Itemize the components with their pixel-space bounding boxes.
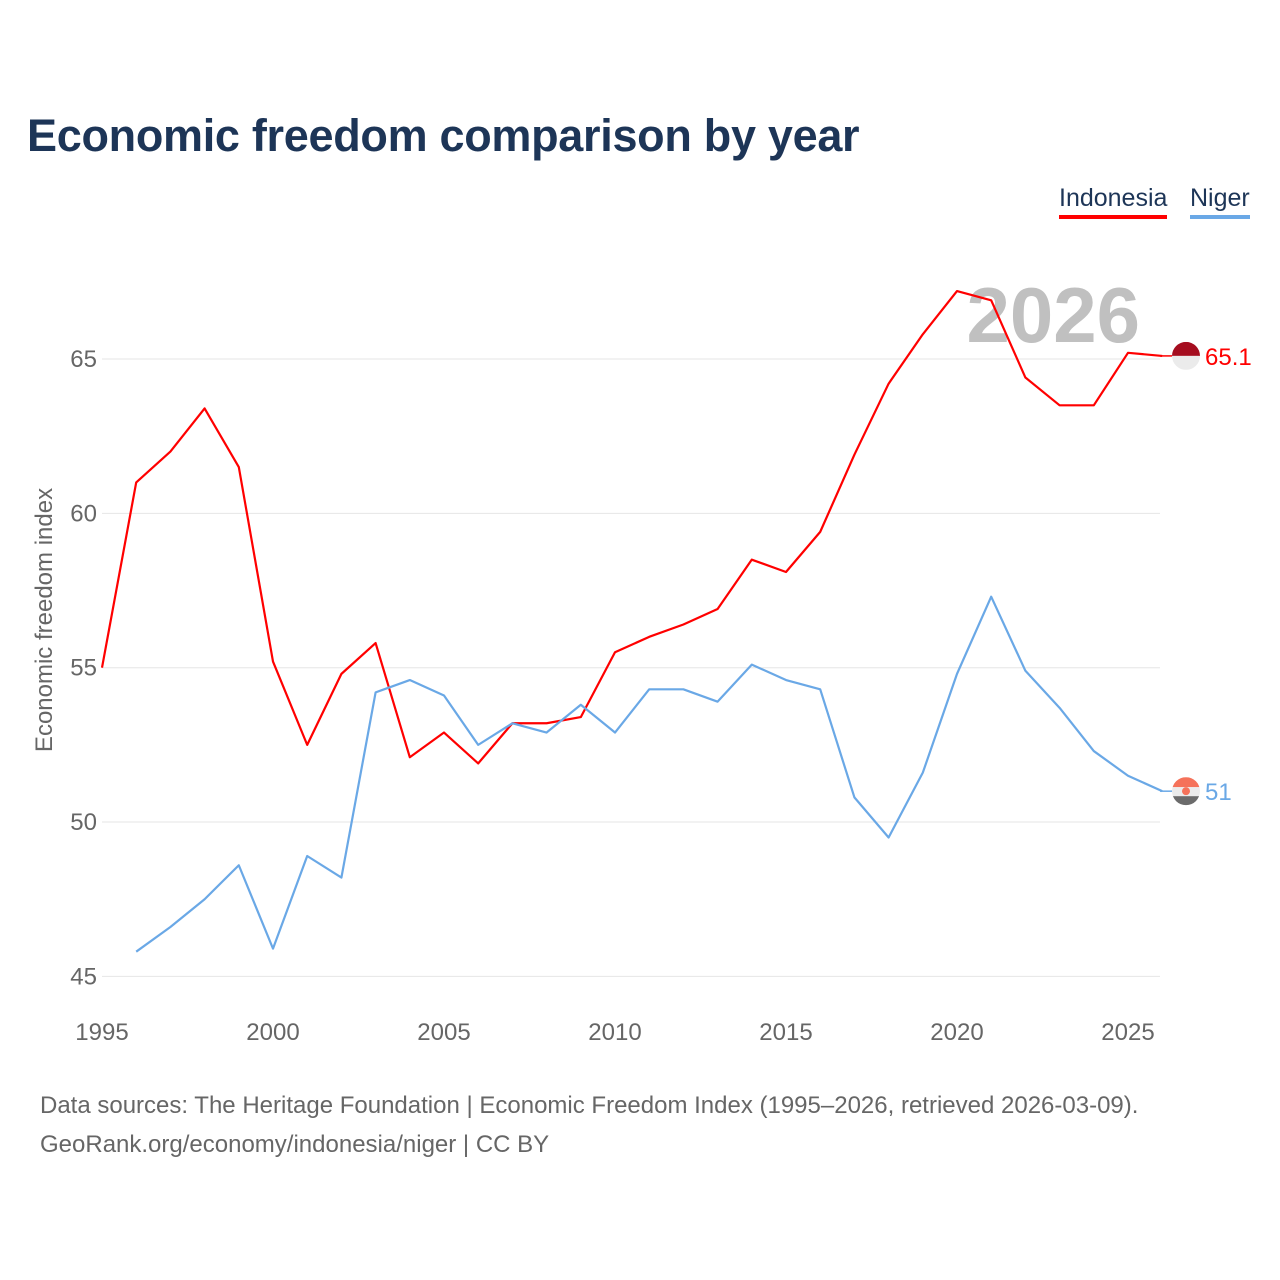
data-point[interactable] (133, 479, 139, 485)
y-tick-label: 65 (70, 346, 97, 373)
data-point[interactable] (407, 754, 413, 760)
data-point[interactable] (1125, 773, 1131, 779)
y-tick-label: 50 (70, 809, 97, 836)
data-point[interactable] (749, 557, 755, 563)
data-point[interactable] (407, 677, 413, 683)
data-point[interactable] (304, 853, 310, 859)
data-point[interactable] (338, 875, 344, 881)
x-tick-label: 2020 (930, 1019, 983, 1046)
data-point[interactable] (167, 924, 173, 930)
y-tick-label: 45 (70, 963, 97, 990)
flag-indonesia-icon (1172, 341, 1200, 370)
flag-niger-icon (1172, 777, 1200, 806)
data-point[interactable] (544, 730, 550, 736)
x-tick-label: 2000 (246, 1019, 299, 1046)
data-point[interactable] (236, 862, 242, 868)
x-tick-label: 2025 (1101, 1019, 1154, 1046)
data-point[interactable] (715, 699, 721, 705)
data-point[interactable] (612, 730, 618, 736)
data-point[interactable] (338, 671, 344, 677)
data-point[interactable] (817, 686, 823, 692)
data-point[interactable] (578, 714, 584, 720)
data-point[interactable] (475, 742, 481, 748)
data-point[interactable] (99, 665, 105, 671)
data-point[interactable] (851, 452, 857, 458)
data-point[interactable] (680, 686, 686, 692)
footer: Data sources: The Heritage Foundation | … (40, 1086, 1138, 1164)
data-point[interactable] (1057, 402, 1063, 408)
data-point[interactable] (1022, 668, 1028, 674)
data-point[interactable] (646, 634, 652, 640)
series-line-niger[interactable] (135, 595, 1163, 953)
data-point[interactable] (167, 449, 173, 455)
data-point[interactable] (851, 794, 857, 800)
data-point[interactable] (509, 720, 515, 726)
data-point[interactable] (954, 288, 960, 294)
data-point[interactable] (783, 569, 789, 575)
data-point[interactable] (680, 621, 686, 627)
data-point[interactable] (578, 702, 584, 708)
data-point[interactable] (715, 606, 721, 612)
data-point[interactable] (988, 594, 994, 600)
x-tick-label: 2010 (588, 1019, 641, 1046)
data-point[interactable] (544, 720, 550, 726)
data-point[interactable] (783, 677, 789, 683)
legend-niger[interactable]: Niger (1190, 184, 1250, 219)
year-watermark: 2026 (966, 271, 1140, 359)
data-point[interactable] (270, 946, 276, 952)
data-point[interactable] (954, 671, 960, 677)
data-point[interactable] (612, 649, 618, 655)
y-tick-label: 60 (70, 500, 97, 527)
data-point[interactable] (1091, 402, 1097, 408)
data-point[interactable] (1022, 375, 1028, 381)
y-axis-label: Economic freedom index (31, 488, 58, 752)
data-point[interactable] (988, 297, 994, 303)
series-line-indonesia[interactable] (100, 289, 1163, 765)
data-point[interactable] (1125, 350, 1131, 356)
footer-link[interactable]: GeoRank.org/economy/indonesia/niger | CC… (40, 1131, 550, 1158)
data-point[interactable] (270, 659, 276, 665)
end-value-label: 65.1 (1205, 344, 1252, 371)
data-point[interactable] (920, 331, 926, 337)
data-point[interactable] (441, 692, 447, 698)
x-tick-label: 2005 (417, 1019, 470, 1046)
data-point[interactable] (886, 381, 892, 387)
chart-title: Economic freedom comparison by year (27, 110, 860, 161)
y-tick-label: 55 (70, 655, 97, 682)
data-point[interactable] (1091, 748, 1097, 754)
data-point[interactable] (441, 730, 447, 736)
end-value-label: 51 (1205, 779, 1232, 806)
data-point[interactable] (920, 770, 926, 776)
data-point[interactable] (1057, 705, 1063, 711)
data-point[interactable] (202, 405, 208, 411)
data-point[interactable] (749, 662, 755, 668)
data-point[interactable] (304, 742, 310, 748)
data-point[interactable] (886, 834, 892, 840)
data-point[interactable] (236, 464, 242, 470)
legend-indonesia[interactable]: Indonesia (1059, 184, 1168, 219)
data-point[interactable] (202, 896, 208, 902)
data-point[interactable] (475, 760, 481, 766)
data-point[interactable] (373, 689, 379, 695)
data-point[interactable] (817, 529, 823, 535)
x-tick-label: 1995 (75, 1019, 128, 1046)
data-point[interactable] (373, 640, 379, 646)
footer-sources: Data sources: The Heritage Foundation | … (40, 1092, 1139, 1119)
data-point[interactable] (646, 686, 652, 692)
x-tick-label: 2015 (759, 1019, 812, 1046)
data-point[interactable] (133, 949, 139, 955)
